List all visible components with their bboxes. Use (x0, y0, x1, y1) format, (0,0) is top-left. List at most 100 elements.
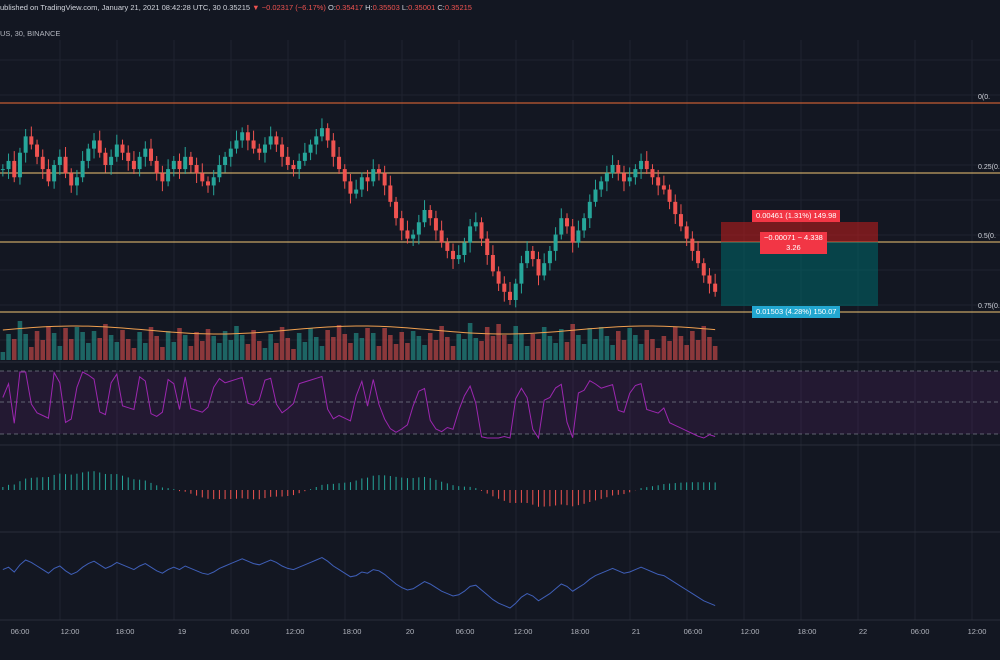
candle-body (644, 160, 649, 170)
volume-bar (194, 332, 199, 360)
candle-body (154, 160, 159, 174)
volume-bar (40, 340, 46, 360)
candle-body (291, 165, 296, 170)
time-axis-label: 06:00 (10, 627, 30, 636)
candle-body (240, 132, 245, 141)
volume-bar (29, 347, 34, 360)
volume-bar (684, 345, 689, 360)
volume-bar (376, 346, 382, 360)
volume-bar (239, 335, 245, 360)
candle-body (650, 169, 655, 178)
fib-level-0-label: 0(0. (978, 94, 991, 101)
volume-bar (0, 352, 6, 360)
volume-bars (0, 321, 718, 360)
volume-bar (661, 336, 667, 360)
volume-bar (604, 336, 610, 360)
candle-body (610, 165, 615, 174)
candle-body (593, 189, 598, 202)
line-indicator (2, 557, 716, 609)
candle-body (337, 156, 342, 170)
candle-body (405, 230, 410, 239)
candle-body (496, 271, 501, 284)
time-axis-label: 12:00 (513, 627, 533, 636)
candle-body (564, 218, 569, 227)
candle-body (280, 144, 285, 157)
candle-body (274, 136, 279, 145)
volume-bar (131, 348, 137, 360)
volume-bar (228, 340, 234, 360)
candle-body (149, 148, 154, 161)
candle-body (92, 140, 97, 149)
candle-body (183, 156, 188, 170)
candle-body (661, 185, 666, 190)
candle-body (416, 222, 421, 235)
volume-bar (80, 332, 85, 360)
volume-bar (308, 328, 313, 360)
volume-bar (644, 330, 650, 360)
close-value: 0.35215 (444, 3, 472, 12)
candle-body (251, 140, 256, 149)
volume-bar (154, 336, 159, 360)
volume-bar (217, 343, 222, 360)
candle-body (12, 160, 17, 178)
volume-bar (707, 337, 712, 360)
volume-bar (353, 333, 359, 360)
time-axis-label: 12:00 (60, 627, 80, 636)
candle-body (656, 177, 661, 186)
candle-body (627, 177, 632, 182)
candle-body (205, 181, 210, 186)
candle-body (376, 169, 381, 174)
candle-body (547, 250, 552, 264)
current-label-line2: 3.26 (786, 243, 801, 252)
candle-body (502, 283, 507, 292)
low-value: 0.35001 (408, 3, 436, 12)
candle-body (639, 160, 644, 170)
candle-body (17, 152, 22, 178)
candle-body (354, 189, 359, 194)
volume-bar (234, 326, 239, 360)
candle-body (445, 242, 450, 251)
candle-body (228, 148, 233, 157)
candle-body (114, 144, 119, 157)
interval-text: , 30 (208, 3, 221, 12)
candle-body (342, 169, 347, 182)
volume-bar (274, 343, 279, 360)
candle-body (223, 156, 228, 165)
low-label: L: (401, 3, 409, 12)
candle-body (582, 218, 587, 231)
volume-bar (427, 333, 433, 360)
volume-bar (365, 328, 370, 360)
volume-bar (63, 328, 68, 360)
candle-body (348, 181, 353, 194)
volume-bar (672, 327, 678, 360)
time-axis-label: 22 (858, 627, 868, 636)
candle-body (268, 136, 273, 145)
volume-bar (633, 335, 638, 360)
time-axis-label: 12:00 (967, 627, 987, 636)
candle-body (525, 250, 530, 264)
volume-bar (502, 335, 507, 360)
grid-lines (0, 40, 1000, 620)
volume-bar (547, 336, 553, 360)
candle-body (245, 132, 250, 141)
volume-bar (496, 324, 501, 360)
time-axis-label: 18:00 (342, 627, 362, 636)
volume-bar (650, 339, 655, 360)
candle-body (542, 263, 547, 276)
volume-bar (467, 323, 473, 360)
volume-bar (285, 338, 291, 360)
volume-bar (610, 345, 615, 360)
candle-body (188, 156, 193, 165)
open-value: 0.35417 (335, 3, 364, 12)
candle-body (621, 173, 626, 182)
candle-body (319, 128, 324, 137)
time-axis-label: 21 (631, 627, 641, 636)
candle-body (200, 173, 205, 182)
volume-bar (74, 327, 80, 360)
volume-bar (182, 335, 188, 360)
candle-body (285, 156, 290, 165)
volume-bar (302, 342, 308, 360)
candle-body (713, 283, 718, 292)
volume-bar (422, 345, 427, 360)
